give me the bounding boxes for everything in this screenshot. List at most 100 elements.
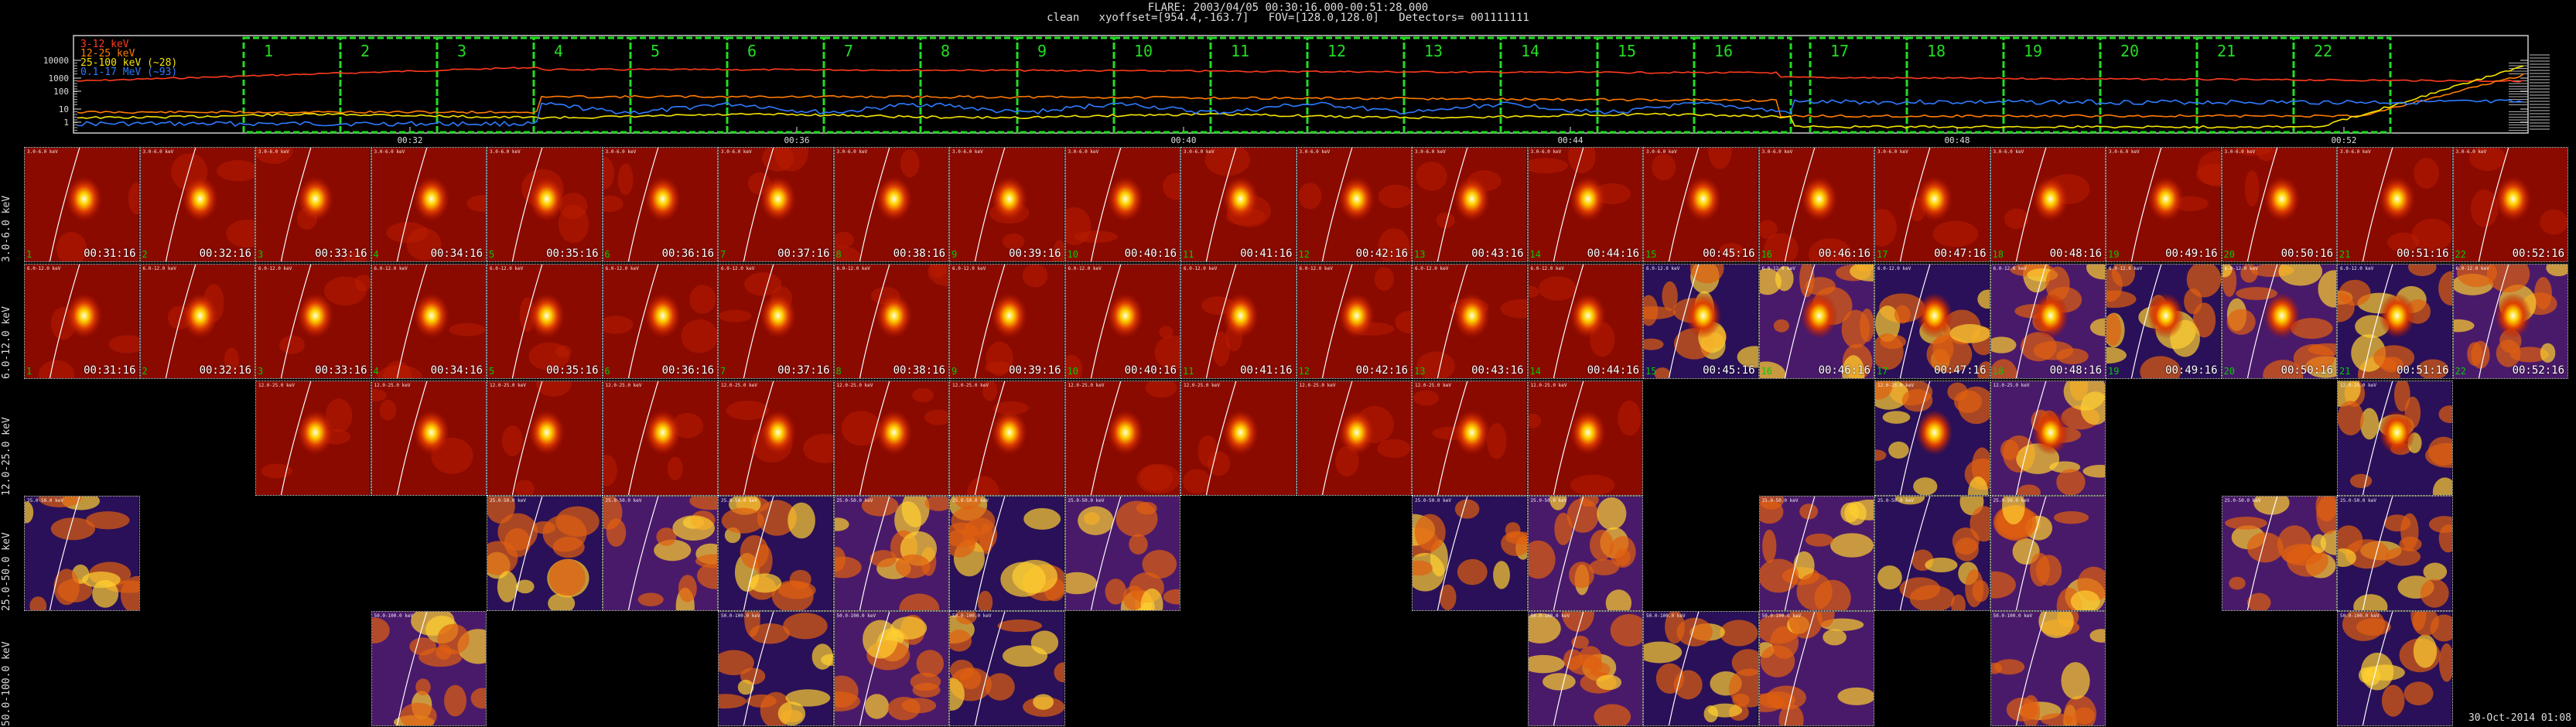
image-tile[interactable]: 25.0-50.0 keV: [833, 496, 949, 611]
image-tile[interactable]: 50.0-100.0 keV: [1758, 611, 1874, 726]
map-image: [1759, 148, 1874, 261]
image-tile[interactable]: 6.0-12.0 keV 00:38:16 8: [833, 264, 949, 379]
image-tile[interactable]: 3.0-6.0 keV 00:31:16 1: [24, 147, 140, 262]
lightcurve-series: [77, 99, 2524, 128]
image-tile[interactable]: 3.0-6.0 keV 00:40:16 10: [1064, 147, 1180, 262]
image-tile[interactable]: 12.0-25.0 keV: [1874, 381, 1990, 496]
image-tile[interactable]: 3.0-6.0 keV 00:34:16 4: [371, 147, 487, 262]
image-tile[interactable]: 25.0-50.0 keV: [24, 496, 140, 611]
map-blob: [1561, 612, 1594, 632]
image-tile[interactable]: 3.0-6.0 keV 00:33:16 3: [255, 147, 371, 262]
image-tile[interactable]: 3.0-6.0 keV 00:38:16 8: [833, 147, 949, 262]
map-blob: [1965, 569, 1984, 608]
image-tile[interactable]: 12.0-25.0 keV: [833, 381, 949, 496]
image-tile[interactable]: 25.0-50.0 keV: [949, 496, 1065, 611]
image-tile[interactable]: 12.0-25.0 keV: [1990, 381, 2106, 496]
image-tile[interactable]: 50.0-100.0 keV: [1643, 611, 1759, 726]
image-tile[interactable]: 3.0-6.0 keV 00:36:16 6: [602, 147, 718, 262]
tile-time-label: 00:43:16: [1471, 247, 1524, 260]
source-core: [66, 176, 103, 222]
image-tile[interactable]: 12.0-25.0 keV: [602, 381, 718, 496]
image-tile[interactable]: 3.0-6.0 keV 00:43:16 13: [1412, 147, 1528, 262]
image-tile[interactable]: 3.0-6.0 keV 00:39:16 9: [949, 147, 1065, 262]
image-tile[interactable]: 3.0-6.0 keV 00:49:16 19: [2106, 147, 2222, 262]
image-tile[interactable]: 12.0-25.0 keV: [1180, 381, 1297, 496]
image-tile[interactable]: 25.0-50.0 keV: [1527, 496, 1643, 611]
image-tile[interactable]: 12.0-25.0 keV: [2337, 381, 2453, 496]
image-tile[interactable]: 12.0-25.0 keV: [949, 381, 1065, 496]
image-tile[interactable]: 6.0-12.0 keV 00:48:16 18: [1990, 264, 2106, 379]
image-tile[interactable]: 25.0-50.0 keV: [718, 496, 834, 611]
image-tile[interactable]: 6.0-12.0 keV 00:35:16 5: [487, 264, 603, 379]
image-tile[interactable]: 50.0-100.0 keV: [1527, 611, 1643, 726]
source-core: [644, 292, 681, 339]
image-tile[interactable]: 6.0-12.0 keV 00:31:16 1: [24, 264, 140, 379]
image-tile[interactable]: 3.0-6.0 keV 00:45:16 15: [1643, 147, 1759, 262]
image-tile[interactable]: 6.0-12.0 keV 00:40:16 10: [1064, 264, 1180, 379]
map-blob: [1926, 336, 1973, 374]
image-tile[interactable]: 25.0-50.0 keV: [1758, 496, 1874, 611]
map-image: [1065, 148, 1180, 261]
image-tile[interactable]: 6.0-12.0 keV 00:51:16 21: [2337, 264, 2453, 379]
image-tile[interactable]: 6.0-12.0 keV 00:44:16 14: [1527, 264, 1643, 379]
image-tile[interactable]: 12.0-25.0 keV: [1412, 381, 1528, 496]
image-tile[interactable]: 50.0-100.0 keV: [833, 611, 949, 726]
interval-label: 1: [264, 42, 273, 60]
image-tile[interactable]: 6.0-12.0 keV 00:47:16 17: [1874, 264, 1990, 379]
image-tile[interactable]: 25.0-50.0 keV: [487, 496, 603, 611]
map-image: [2453, 265, 2567, 378]
image-tile[interactable]: 50.0-100.0 keV: [949, 611, 1065, 726]
solar-limb-line: [2015, 265, 2046, 378]
image-tile[interactable]: 3.0-6.0 keV 00:46:16 16: [1758, 147, 1874, 262]
image-tile[interactable]: 6.0-12.0 keV 00:36:16 6: [602, 264, 718, 379]
tile-info-text: 6.0-12.0 keV: [2224, 266, 2258, 271]
source-core: [1916, 409, 1953, 456]
image-tile[interactable]: 6.0-12.0 keV 00:32:16 2: [139, 264, 255, 379]
image-tile[interactable]: 6.0-12.0 keV 00:50:16 20: [2221, 264, 2337, 379]
image-tile[interactable]: 25.0-50.0 keV: [1990, 496, 2106, 611]
image-tile[interactable]: 3.0-6.0 keV 00:44:16 14: [1527, 147, 1643, 262]
image-tile[interactable]: 3.0-6.0 keV 00:41:16 11: [1180, 147, 1297, 262]
image-tile[interactable]: 6.0-12.0 keV 00:52:16 22: [2452, 264, 2568, 379]
image-tile[interactable]: 50.0-100.0 keV: [718, 611, 834, 726]
image-tile[interactable]: 6.0-12.0 keV 00:41:16 11: [1180, 264, 1297, 379]
image-tile[interactable]: 3.0-6.0 keV 00:35:16 5: [487, 147, 603, 262]
image-tile[interactable]: 6.0-12.0 keV 00:42:16 12: [1296, 264, 1412, 379]
image-tile[interactable]: 3.0-6.0 keV 00:50:16 20: [2221, 147, 2337, 262]
image-tile[interactable]: 12.0-25.0 keV: [1064, 381, 1180, 496]
image-tile[interactable]: 6.0-12.0 keV 00:33:16 3: [255, 264, 371, 379]
image-tile[interactable]: 50.0-100.0 keV: [2337, 611, 2453, 726]
image-tile[interactable]: 12.0-25.0 keV: [255, 381, 371, 496]
map-blob: [399, 702, 437, 725]
image-tile[interactable]: 50.0-100.0 keV: [1990, 611, 2106, 726]
image-tile[interactable]: 12.0-25.0 keV: [718, 381, 834, 496]
image-tile[interactable]: 6.0-12.0 keV 00:45:16 15: [1643, 264, 1759, 379]
image-tile[interactable]: 6.0-12.0 keV 00:39:16 9: [949, 264, 1065, 379]
image-tile[interactable]: 3.0-6.0 keV 00:48:16 18: [1990, 147, 2106, 262]
image-tile[interactable]: 12.0-25.0 keV: [371, 381, 487, 496]
map-blob: [2373, 345, 2415, 370]
image-tile[interactable]: 3.0-6.0 keV 00:37:16 7: [718, 147, 834, 262]
image-tile[interactable]: 12.0-25.0 keV: [1296, 381, 1412, 496]
image-tile[interactable]: 3.0-6.0 keV 00:47:16 17: [1874, 147, 1990, 262]
image-tile[interactable]: 25.0-50.0 keV: [1064, 496, 1180, 611]
image-tile[interactable]: 3.0-6.0 keV 00:32:16 2: [139, 147, 255, 262]
image-tile[interactable]: 25.0-50.0 keV: [602, 496, 718, 611]
image-tile[interactable]: 6.0-12.0 keV 00:43:16 13: [1412, 264, 1528, 379]
image-tile[interactable]: 6.0-12.0 keV 00:37:16 7: [718, 264, 834, 379]
image-tile[interactable]: 25.0-50.0 keV: [2337, 496, 2453, 611]
image-tile[interactable]: 3.0-6.0 keV 00:52:16 22: [2452, 147, 2568, 262]
tile-info-text: 3.0-6.0 keV: [490, 149, 521, 155]
image-tile[interactable]: 12.0-25.0 keV: [487, 381, 603, 496]
image-tile[interactable]: 25.0-50.0 keV: [1874, 496, 1990, 611]
image-tile[interactable]: 6.0-12.0 keV 00:49:16 19: [2106, 264, 2222, 379]
tile-info-text: 3.0-6.0 keV: [258, 149, 289, 155]
image-tile[interactable]: 25.0-50.0 keV: [1412, 496, 1528, 611]
image-tile[interactable]: 12.0-25.0 keV: [1527, 381, 1643, 496]
image-tile[interactable]: 3.0-6.0 keV 00:51:16 21: [2337, 147, 2453, 262]
image-tile[interactable]: 6.0-12.0 keV 00:34:16 4: [371, 264, 487, 379]
image-tile[interactable]: 25.0-50.0 keV: [2221, 496, 2337, 611]
image-tile[interactable]: 50.0-100.0 keV: [371, 611, 487, 726]
image-tile[interactable]: 3.0-6.0 keV 00:42:16 12: [1296, 147, 1412, 262]
image-tile[interactable]: 6.0-12.0 keV 00:46:16 16: [1758, 264, 1874, 379]
